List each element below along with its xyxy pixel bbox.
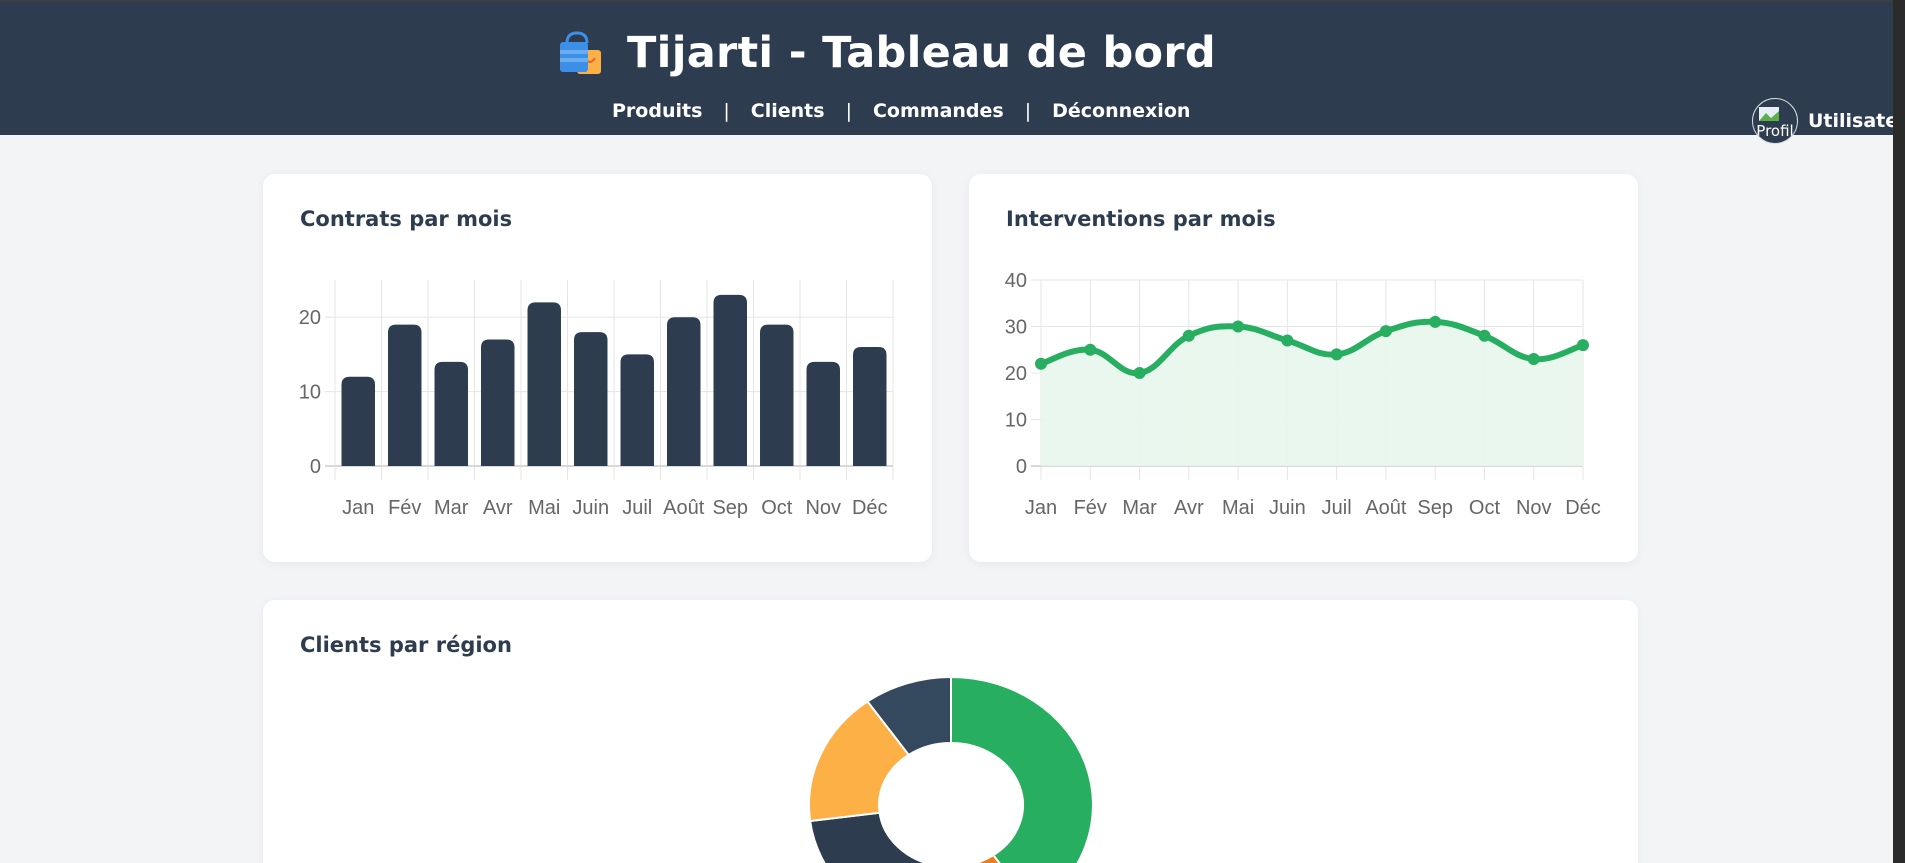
x-tick-label: Juin (572, 497, 609, 519)
x-tick-label: Août (663, 497, 705, 519)
shopping-bags-icon (557, 30, 605, 76)
x-tick-label: Déc (852, 497, 888, 519)
x-tick-label: Avr (483, 497, 513, 519)
nav-separator: | (845, 100, 852, 122)
x-tick-label: Juil (1322, 497, 1352, 519)
avatar-alt-text: Profil (1756, 122, 1794, 140)
bar[interactable] (620, 354, 654, 466)
regions-card: Clients par région (263, 600, 1638, 863)
data-point[interactable] (1379, 325, 1392, 338)
x-tick-label: Déc (1565, 497, 1601, 519)
data-point[interactable] (1281, 334, 1294, 347)
data-point[interactable] (1577, 339, 1589, 352)
nav-separator: | (1024, 100, 1032, 122)
bar[interactable] (853, 346, 887, 466)
data-point[interactable] (1035, 357, 1047, 370)
x-tick-label: Août (1365, 497, 1407, 519)
contracts-card-title: Contrats par mois (300, 207, 513, 231)
x-tick-label: Oct (761, 497, 793, 519)
data-point[interactable] (1182, 329, 1195, 342)
area-fill (1041, 321, 1583, 466)
contracts-bar-chart[interactable]: 0 10 20 Jan Fév Mar Avr Mai Juin Juil Août Sep Oct No… (263, 174, 932, 562)
bar[interactable] (434, 361, 468, 466)
bar[interactable] (713, 294, 747, 466)
user-menu[interactable]: Profil Utilisateur (1752, 98, 1905, 144)
data-point[interactable] (1133, 367, 1146, 379)
nav-produits[interactable]: Produits (612, 100, 703, 122)
x-tick-label: Jan (342, 497, 374, 519)
data-point[interactable] (1527, 353, 1540, 366)
bar[interactable] (527, 302, 561, 466)
y-tick-label: 20 (299, 307, 321, 329)
bar[interactable] (388, 324, 422, 466)
interventions-line-chart[interactable]: 0 10 20 30 40 Jan Fév Mar Avr Mai Juin Juil Août Sep O… (969, 174, 1638, 562)
data-point[interactable] (1429, 315, 1442, 328)
user-name: Utilisateur (1808, 110, 1905, 132)
brand: Tijarti - Tableau de bord (0, 28, 1893, 78)
bar[interactable] (574, 332, 608, 466)
x-tick-label: Mai (1222, 497, 1254, 519)
interventions-card-title: Interventions par mois (1006, 207, 1276, 231)
x-tick-label: Sep (712, 497, 748, 519)
x-tick-label: Mar (1122, 497, 1157, 519)
regions-donut-chart[interactable] (263, 600, 1638, 863)
donut-slice[interactable] (866, 675, 952, 757)
data-point[interactable] (1330, 348, 1343, 361)
main-nav: Produits | Clients | Commandes | Déconne… (612, 100, 1190, 122)
nav-separator: | (723, 100, 730, 122)
nav-commandes[interactable]: Commandes (872, 100, 1004, 122)
bar[interactable] (667, 317, 701, 466)
x-tick-label: Juil (622, 497, 652, 519)
x-tick-label: Mai (528, 497, 560, 519)
y-tick-label: 30 (1005, 317, 1027, 339)
data-point[interactable] (1084, 343, 1097, 356)
x-tick-label: Fév (1074, 497, 1107, 519)
y-tick-label: 0 (1016, 456, 1027, 478)
donut-slice[interactable] (924, 853, 1034, 863)
y-tick-label: 40 (1005, 270, 1027, 292)
avatar[interactable]: Profil (1752, 98, 1798, 144)
x-tick-label: Sep (1417, 497, 1453, 519)
x-tick-label: Nov (805, 497, 841, 519)
x-tick-label: Oct (1469, 497, 1501, 519)
contracts-card: Contrats par mois 0 10 20 Jan Fév Mar Avr Mai Ju… (263, 174, 932, 562)
x-tick-label: Fév (388, 497, 421, 519)
broken-image-icon (1759, 107, 1779, 121)
y-tick-label: 20 (1005, 363, 1027, 385)
nav-clients[interactable]: Clients (750, 100, 825, 122)
data-point[interactable] (1232, 320, 1245, 333)
y-tick-label: 10 (1005, 410, 1027, 432)
scrollbar[interactable] (1893, 0, 1905, 863)
bar[interactable] (481, 339, 515, 466)
data-point[interactable] (1478, 329, 1491, 342)
nav-deconnexion[interactable]: Déconnexion (1052, 100, 1191, 122)
donut-slice[interactable] (808, 811, 937, 863)
x-tick-label: Avr (1174, 497, 1204, 519)
x-tick-label: Jan (1025, 497, 1057, 519)
bar[interactable] (806, 361, 840, 466)
y-tick-label: 10 (299, 382, 321, 404)
donut-slice[interactable] (950, 675, 1094, 863)
donut-slice[interactable] (808, 700, 911, 823)
x-tick-label: Juin (1269, 497, 1306, 519)
interventions-card: Interventions par mois 0 10 20 30 40 Jan Fév Ma… (969, 174, 1638, 562)
y-tick-label: 0 (310, 456, 321, 478)
x-tick-label: Nov (1516, 497, 1552, 519)
bar[interactable] (760, 324, 794, 466)
bar[interactable] (341, 376, 375, 466)
x-tick-label: Mar (434, 497, 469, 519)
page-title: Tijarti - Tableau de bord (627, 28, 1216, 78)
regions-card-title: Clients par région (300, 633, 512, 657)
app-header: Tijarti - Tableau de bord Produits | Cli… (0, 0, 1905, 144)
